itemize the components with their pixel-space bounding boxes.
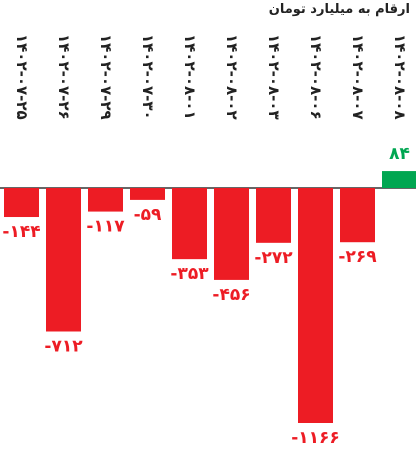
chart-subtitle: ارقام به میلیارد تومان [268, 2, 410, 17]
category-label-1: ۱۴۰۲-۰۷-۲۵ [13, 34, 31, 120]
bar-3 [88, 188, 123, 212]
category-label-5: ۱۴۰۲-۰۸-۰۱ [181, 34, 199, 120]
value-label-3: -۱۱۷ [86, 217, 125, 237]
bar-7 [256, 188, 291, 243]
category-label-7: ۱۴۰۲-۰۸-۰۳ [265, 34, 283, 120]
category-label-3: ۱۴۰۲-۰۷-۲۹ [97, 34, 115, 120]
category-label-9: ۱۴۰۲-۰۸-۰۷ [349, 34, 367, 120]
value-label-1: -۱۴۴ [2, 222, 40, 242]
value-label-10: ۸۴ [389, 144, 410, 164]
value-label-6: -۴۵۶ [212, 285, 250, 305]
category-label-4: ۱۴۰۲-۰۷-۳۰ [139, 34, 157, 120]
bar-9 [340, 188, 375, 243]
category-label-8: ۱۴۰۲-۰۸-۰۶ [307, 34, 325, 120]
bar-4 [130, 188, 165, 200]
bar-10 [382, 171, 416, 188]
bar-1 [4, 188, 39, 218]
value-label-4: -۵۹ [134, 205, 162, 225]
bar-8 [298, 188, 333, 423]
value-label-9: -۲۶۹ [338, 247, 377, 267]
bar-2 [46, 188, 81, 332]
value-label-7: -۲۷۲ [254, 248, 293, 268]
category-label-2: ۱۴۰۲-۰۷-۲۶ [55, 34, 73, 120]
category-label-10: ۱۴۰۲-۰۸-۰۸ [391, 34, 409, 120]
value-label-5: -۳۵۳ [170, 264, 209, 284]
bar-5 [172, 188, 207, 260]
bar-6 [214, 188, 249, 280]
value-label-8: -۱۱۶۶ [291, 428, 340, 448]
value-label-2: -۷۱۲ [44, 336, 83, 356]
category-label-6: ۱۴۰۲-۰۸-۰۲ [223, 34, 241, 120]
